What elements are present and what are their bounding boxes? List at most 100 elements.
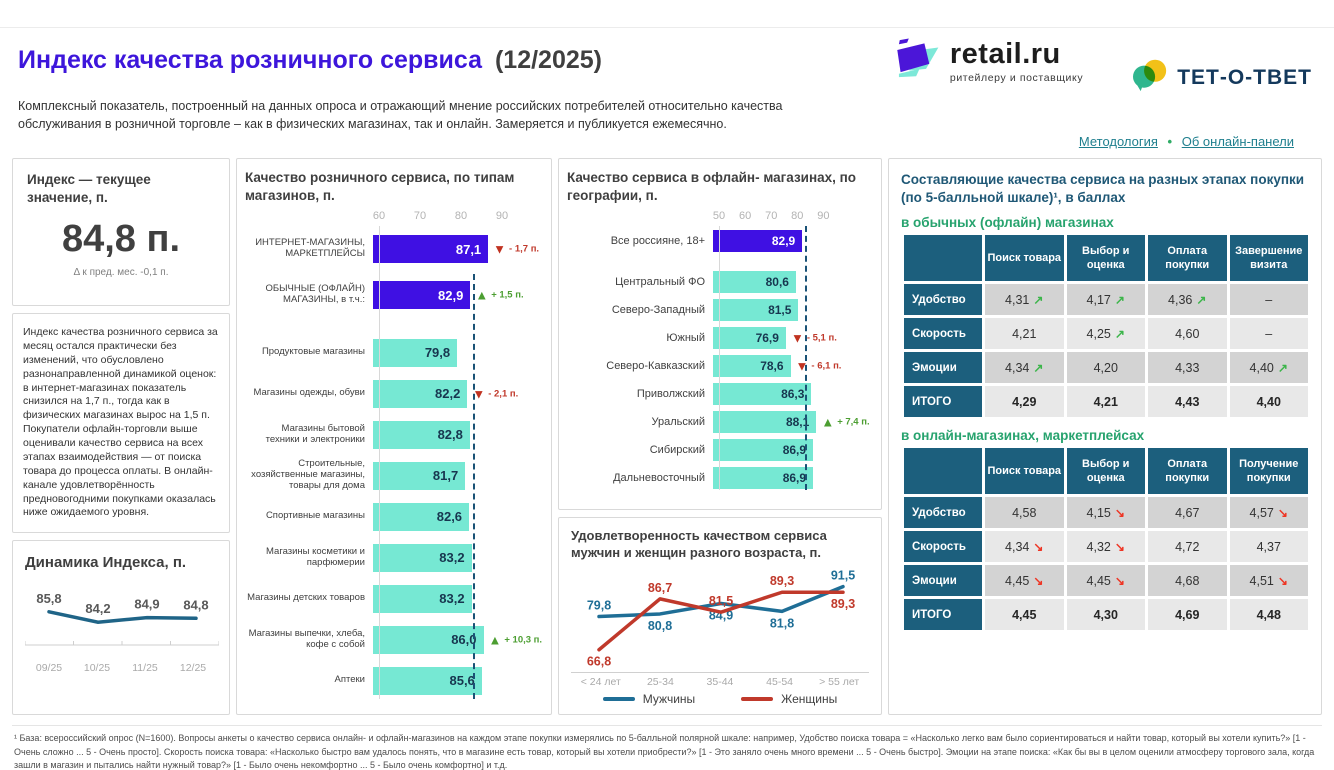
score-value: 4,45	[1012, 607, 1037, 622]
score-value: 4,45	[1086, 573, 1111, 588]
trend-badge-label: + 1,5 п.	[491, 289, 524, 301]
legend-label: Женщины	[781, 691, 838, 706]
score-value: 4,25	[1086, 326, 1111, 341]
axis-ticks: 60 70 80 90	[373, 210, 543, 226]
bar-row: Магазины косметики и парфюмерии 83,2	[245, 537, 543, 578]
trend-badge: ▼ - 1,7 п.	[493, 243, 539, 256]
bar: 88,1	[713, 411, 817, 434]
x-label: 10/25	[83, 661, 111, 674]
triangle-up-icon: ▲	[821, 414, 835, 430]
x-label: < 24 лет	[580, 675, 621, 688]
retail-ru-logo-icon	[894, 38, 940, 85]
table-header-row: Поиск товара Выбор и оценка Оплата покупки…	[904, 235, 1308, 282]
bar-label: Все россияне, 18+	[610, 234, 705, 247]
score-value: 4,51	[1249, 573, 1274, 588]
axis-tick: 90	[817, 210, 830, 223]
x-label: 11/25	[132, 661, 158, 674]
bar: 81,7	[373, 461, 466, 490]
score-value: 4,21	[1012, 326, 1037, 341]
bar-track: 86,9	[713, 467, 873, 490]
trend-down-icon: ↘	[1114, 505, 1125, 520]
bar-label: Спортивные магазины	[265, 510, 365, 522]
bar-row: Магазины бытовой техники и электроники 82…	[245, 414, 543, 455]
table-header-row: Поиск товара Выбор и оценка Оплата покупки…	[904, 448, 1308, 495]
score-value: –	[1265, 326, 1273, 341]
bar-track: 83,2	[373, 543, 543, 572]
retail-ru-logo: retail.ru ритейлеру и поставщику	[887, 32, 1098, 95]
logos: retail.ru ритейлеру и поставщику ТЕТ-О-Т…	[887, 30, 1312, 97]
score-value: 4,40	[1256, 394, 1281, 409]
tet-o-tvet-logo: ТЕТ-О-ТВЕТ	[1131, 58, 1312, 97]
row-header: Удобство	[904, 497, 982, 529]
offline-table-subtitle: в обычных (офлайн) магазинах	[901, 215, 1114, 231]
page-title-period: (12/2025)	[494, 46, 602, 74]
column-header: Поиск товара	[985, 448, 1064, 495]
page-title-text: Индекс качества розничного сервиса	[18, 46, 483, 74]
bar-row: Приволжский 86,3	[567, 380, 873, 408]
score-cell: 4,15 ↘	[1066, 497, 1145, 529]
score-cell: 4,45 ↘	[985, 565, 1064, 597]
bar: 83,2	[373, 543, 472, 572]
axis-tick: 60	[738, 210, 752, 223]
svg-text:84,2: 84,2	[85, 601, 110, 616]
gender-age-line-chart: 79,8 80,8 84,9 81,8 91,5 66,8 86,7 81,5 89,3 89,3…	[571, 564, 869, 706]
bar-value: 82,9	[771, 234, 796, 249]
bar-value: 86,3	[781, 387, 805, 402]
x-label: > 55 лет	[819, 675, 860, 688]
score-value: 4,17	[1086, 292, 1111, 307]
row-header: Скорость	[904, 318, 982, 350]
page-title: Индекс качества розничного сервиса (12/2…	[18, 46, 602, 75]
bar-label: Сибирский	[649, 443, 705, 456]
bar: 82,2	[373, 379, 468, 408]
table-row: Скорость 4,34 ↘ 4,32 ↘ 4,72 4,37	[904, 531, 1308, 563]
table-row: Скорость 4,21 4,25 ↗ 4,60 –	[904, 318, 1308, 350]
bar-label: Дальневосточный	[613, 471, 705, 484]
score-value: 4,58	[1012, 505, 1037, 520]
score-cell: 4,36 ↗	[1148, 284, 1227, 316]
svg-text:89,3: 89,3	[770, 574, 794, 588]
bar-track: 80,6	[713, 271, 873, 294]
index-panel-title: Индекс — текущее значение, п.	[27, 172, 151, 205]
stages-table: Поиск товара Выбор и оценка Оплата покупки…	[901, 445, 1311, 633]
trend-badge-label: - 5,1 п.	[806, 332, 837, 344]
bar-track: 81,7	[373, 461, 543, 490]
types-panel: Качество розничного сервиса, по типам ма…	[236, 158, 552, 715]
score-cell: 4,25 ↗	[1066, 318, 1145, 350]
table-row: ИТОГО 4,45 4,30 4,69 4,48	[904, 599, 1308, 631]
trend-up-icon: ↗	[1033, 292, 1044, 307]
footnote-text: ¹ База: всероссийский опрос (N=1600). Во…	[14, 733, 1315, 770]
methodology-link[interactable]: Методология	[1078, 134, 1158, 149]
bar-track: 85,6	[373, 666, 543, 695]
score-value: 4,32	[1086, 539, 1111, 554]
bar-value: 82,9	[438, 287, 464, 303]
axis-ticks: 50 60 70 80 90	[713, 210, 873, 226]
bar-value: 86,9	[782, 443, 807, 458]
column-header: Оплата покупки	[1148, 235, 1227, 282]
trend-badge-label: - 2,1 п.	[488, 388, 519, 400]
bar-row: Дальневосточный 86,9	[567, 464, 873, 492]
score-value: 4,29	[1012, 394, 1037, 409]
column-index: Индекс — текущее значение, п. 84,8 п. Δ …	[12, 158, 230, 715]
svg-text:79,8: 79,8	[587, 598, 611, 612]
table-row: Удобство 4,31 ↗ 4,17 ↗ 4,36 ↗ –	[904, 284, 1308, 316]
score-value: 4,36	[1168, 292, 1193, 307]
index-dynamics-panel: Динамика Индекса, п. 85,8 84,2 84,9 84,8 09/…	[12, 540, 230, 715]
dynamics-line-chart: 85,8 84,2 84,9 84,8 09/25 10/25 11/25 12/25	[24, 583, 220, 674]
score-cell: 4,58	[985, 497, 1064, 529]
online-panel-link[interactable]: Об онлайн-панели	[1181, 134, 1294, 149]
retail-ru-tagline: ритейлеру и поставщику	[949, 71, 1084, 84]
trend-up-icon: ↗	[1196, 292, 1207, 307]
trend-down-icon: ↘	[1114, 573, 1125, 588]
legend-line-swatch	[602, 696, 635, 701]
trend-badge: ▼ - 2,1 п.	[472, 387, 518, 400]
offline-stages-table: Поиск товара Выбор и оценка Оплата покупки…	[901, 232, 1311, 420]
score-cell: 4,21	[985, 318, 1064, 350]
bar-row: Уральский 88,1 ▲ + 7,4 п.	[567, 408, 873, 436]
triangle-up-icon: ▲	[488, 632, 502, 648]
score-value: 4,34	[1005, 539, 1030, 554]
bar-row: Магазины детских товаров 83,2	[245, 578, 543, 619]
x-label: 25-34	[646, 675, 674, 688]
x-label: 09/25	[35, 661, 63, 674]
bar-label: Центральный ФО	[615, 275, 705, 288]
bar-label: Продуктовые магазины	[261, 346, 365, 358]
